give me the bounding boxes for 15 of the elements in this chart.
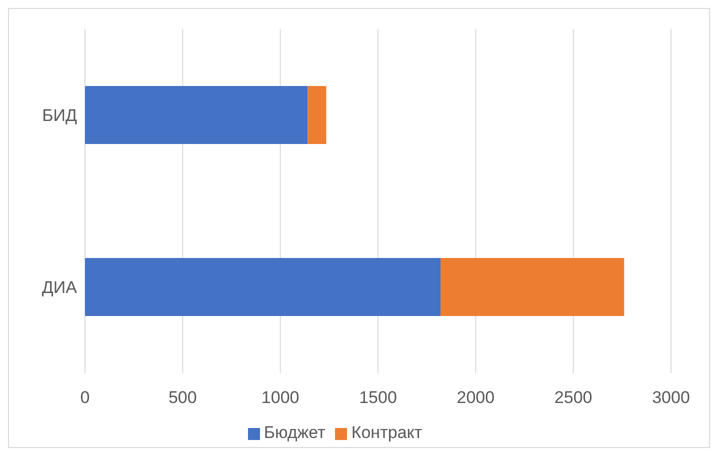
x-tick-label: 2500	[554, 388, 592, 408]
bar	[85, 258, 441, 316]
x-tick-label: 500	[168, 388, 197, 408]
y-tick-label: БИД	[42, 106, 78, 126]
bar	[440, 258, 624, 316]
bar	[308, 86, 326, 144]
bar	[85, 86, 308, 144]
x-tick-label: 2000	[456, 388, 495, 408]
legend-label: Контракт	[351, 423, 422, 442]
x-tick-label: 3000	[652, 388, 690, 408]
x-tick-label: 1000	[261, 388, 300, 408]
legend-label: Бюджет	[264, 423, 326, 442]
x-tick-label: 0	[80, 388, 90, 408]
x-tick-label: 1500	[359, 388, 397, 408]
y-tick-label: ДИА	[42, 278, 78, 298]
